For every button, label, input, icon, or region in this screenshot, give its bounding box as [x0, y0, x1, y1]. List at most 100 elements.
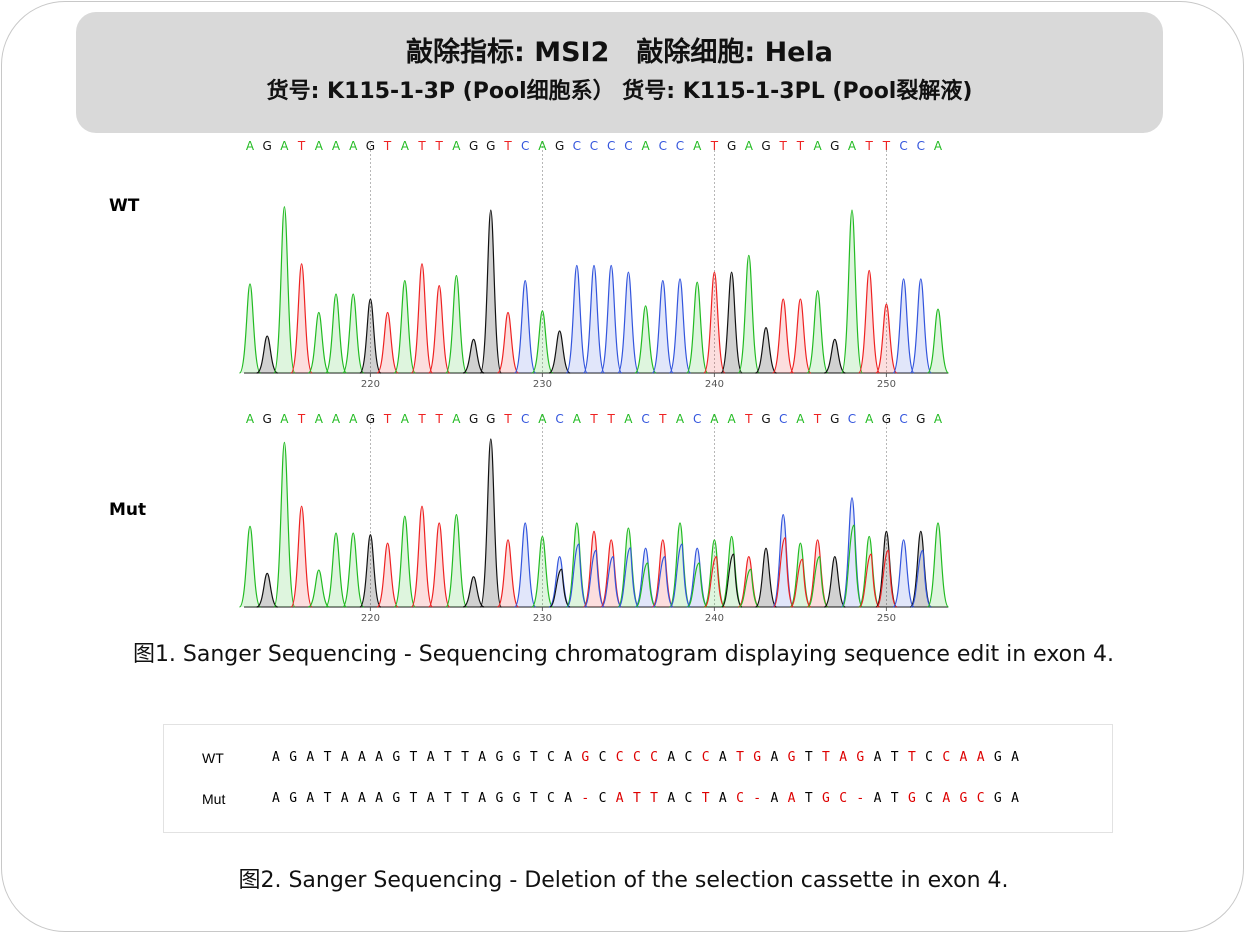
base-call: A	[246, 139, 255, 153]
aligned-base: C	[598, 750, 607, 765]
base-call: T	[503, 139, 512, 153]
aligned-base: C	[976, 791, 985, 806]
peak	[496, 539, 520, 608]
base-call: T	[383, 412, 392, 426]
peak	[875, 530, 898, 608]
peak	[686, 547, 709, 608]
peak	[720, 271, 743, 374]
aligned-base: G	[392, 750, 401, 765]
aligned-base: C	[598, 791, 607, 806]
base-call: G	[555, 139, 564, 153]
base-call: C	[641, 412, 649, 426]
aligned-base: G	[289, 750, 298, 765]
header-subtitle: 货号: K115-1-3P (Pool细胞系） 货号: K115-1-3PL (…	[266, 79, 973, 104]
aligned-base: A	[770, 750, 779, 765]
base-call: T	[796, 139, 805, 153]
base-call: A	[796, 412, 805, 426]
peak	[651, 539, 674, 608]
aligned-base: A	[272, 750, 280, 765]
base-call: T	[417, 412, 426, 426]
peak	[600, 539, 623, 608]
peak	[737, 254, 760, 374]
peak	[359, 298, 382, 374]
header-title: 敲除指标: MSI2 敲除细胞: Hela	[406, 37, 833, 68]
secondary-peak	[600, 556, 623, 608]
aligned-base: A	[357, 791, 366, 806]
peak	[376, 311, 399, 374]
aligned-base: T	[804, 750, 813, 765]
peak	[703, 271, 726, 374]
secondary-peak	[772, 537, 795, 608]
peak	[410, 505, 434, 608]
aligned-base: T	[529, 750, 538, 765]
secondary-peak	[858, 553, 881, 608]
base-call: A	[280, 412, 289, 426]
peak	[514, 522, 537, 608]
tick-label: 230	[533, 379, 552, 390]
peak	[462, 576, 485, 608]
secondary-peak	[669, 543, 692, 608]
aligned-base: A	[306, 791, 315, 806]
peak	[428, 522, 451, 608]
peak	[376, 542, 399, 608]
peak	[772, 298, 795, 374]
peak	[634, 305, 657, 374]
base-call: C	[693, 412, 701, 426]
aligned-base: G	[993, 750, 1002, 765]
aligned-base: G	[512, 750, 521, 765]
base-call: T	[710, 139, 719, 153]
aligned-base: G	[512, 791, 521, 806]
peak	[273, 441, 296, 608]
base-call: A	[452, 139, 461, 153]
peak	[686, 281, 709, 374]
aligned-base: A	[375, 750, 383, 765]
aligned-base: A	[942, 791, 951, 806]
base-call: A	[934, 139, 943, 153]
aligned-base: G	[392, 791, 401, 806]
secondary-peak	[790, 558, 812, 608]
aligned-base: A	[478, 791, 487, 806]
peak	[342, 532, 365, 608]
peak	[789, 298, 812, 374]
aligned-base: G	[993, 791, 1002, 806]
aligned-base: A	[787, 791, 796, 806]
secondary-peak	[686, 562, 709, 608]
peak	[926, 522, 950, 608]
peak	[892, 278, 915, 374]
aligned-base: C	[684, 750, 693, 765]
base-call: A	[538, 412, 547, 426]
aligned-base: A	[959, 750, 968, 765]
aligned-base: T	[323, 791, 332, 806]
tick-label: 250	[877, 379, 896, 390]
aligned-base: C	[839, 791, 848, 806]
aligned-base: A	[667, 791, 676, 806]
aligned-base: A	[667, 750, 676, 765]
base-call: A	[727, 412, 736, 426]
base-call: A	[865, 412, 874, 426]
peak	[806, 290, 829, 374]
aligned-base: C	[650, 750, 658, 765]
aligned-base: T	[650, 791, 658, 806]
base-call: A	[315, 412, 324, 426]
aligned-base: T	[409, 750, 418, 765]
base-call: C	[917, 139, 925, 153]
aligned-base: T	[443, 750, 452, 765]
base-call: T	[744, 412, 753, 426]
base-call: A	[573, 412, 582, 426]
aligned-base: C	[701, 750, 710, 765]
peak	[393, 515, 416, 608]
aligned-base: T	[529, 791, 538, 806]
base-call: A	[745, 139, 754, 153]
peak	[393, 279, 416, 374]
base-call: C	[521, 412, 529, 426]
peak	[273, 206, 296, 374]
aligned-base: C	[615, 750, 624, 765]
aligned-base: C	[942, 750, 951, 765]
aligned-base: G	[787, 750, 796, 765]
base-call: G	[830, 412, 839, 426]
aligned-base: T	[804, 791, 813, 806]
